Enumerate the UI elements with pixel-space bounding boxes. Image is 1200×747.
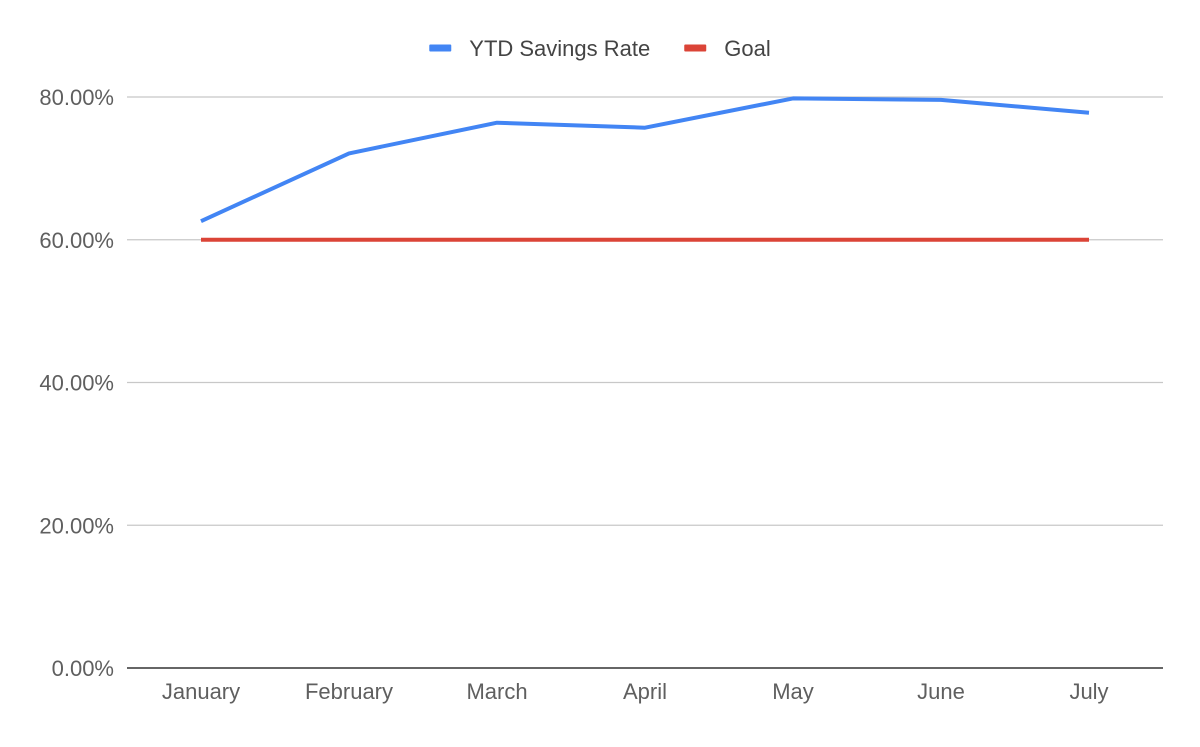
series-line-ytd-savings-rate <box>200 96 1090 224</box>
y-tick-label: 80.00% <box>39 85 114 110</box>
x-axis-ticks: January February March April May June July <box>162 679 1109 704</box>
legend-label: YTD Savings Rate <box>469 36 650 61</box>
y-tick-label: 20.00% <box>39 513 114 538</box>
legend-item: Goal <box>684 36 771 61</box>
x-tick-label: March <box>466 679 527 704</box>
y-axis-ticks: 0.00% 20.00% 40.00% 60.00% 80.00% <box>39 85 114 681</box>
x-tick-label: April <box>623 679 667 704</box>
y-tick-label: 60.00% <box>39 228 114 253</box>
legend-label: Goal <box>724 36 770 61</box>
x-tick-label: May <box>772 679 814 704</box>
legend-item: YTD Savings Rate <box>429 36 650 61</box>
legend: YTD Savings Rate Goal <box>429 36 771 61</box>
x-tick-label: July <box>1069 679 1108 704</box>
gridlines <box>127 96 1163 526</box>
y-tick-label: 40.00% <box>39 371 114 396</box>
x-tick-label: June <box>917 679 965 704</box>
y-tick-label: 0.00% <box>52 656 114 681</box>
series-lines <box>200 96 1090 242</box>
x-tick-label: January <box>162 679 240 704</box>
legend-swatch <box>429 44 452 52</box>
legend-swatch <box>684 44 707 52</box>
x-tick-label: February <box>305 679 393 704</box>
